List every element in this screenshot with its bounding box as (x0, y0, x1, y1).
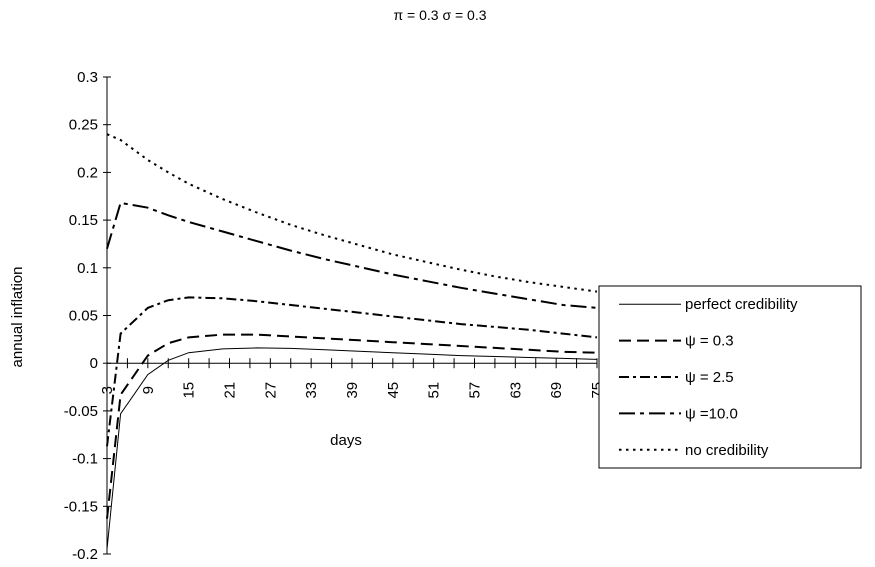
legend-label: ψ = 2.5 (685, 369, 734, 386)
y-tick-label: 0.15 (69, 212, 98, 229)
x-tick-label: 33 (303, 382, 320, 399)
x-tick-label: 15 (181, 382, 198, 399)
x-tick-label: 27 (262, 382, 279, 399)
x-tick-label: 57 (467, 382, 484, 399)
legend-label: ψ = 0.3 (685, 333, 734, 350)
y-tick-label: 0.25 (69, 117, 98, 134)
series-line-5 (106, 133, 598, 293)
legend-label: perfect credibility (685, 296, 798, 313)
series-line-1 (106, 347, 598, 550)
y-tick-label: 0.3 (77, 69, 98, 86)
x-tick-label: 63 (507, 382, 524, 399)
x-axis-label: days (330, 432, 362, 449)
x-tick-label: 69 (548, 382, 565, 399)
y-tick-label: 0.05 (69, 308, 98, 325)
legend-label: ψ =10.0 (685, 405, 738, 422)
series-line-4 (106, 201, 598, 309)
series-line-3 (106, 296, 598, 447)
x-tick-label: 9 (140, 386, 157, 394)
y-tick-label: -0.15 (64, 498, 98, 515)
legend-label: no credibility (685, 442, 769, 459)
y-tick-label: -0.05 (64, 403, 98, 420)
y-tick-label: -0.2 (72, 546, 98, 563)
legend: perfect credibility ψ = 0.3 ψ = 2.5 ψ =10.0… (598, 285, 862, 469)
series-layer (106, 133, 598, 550)
x-tick-label: 39 (344, 382, 361, 399)
x-tick-label: 45 (385, 382, 402, 399)
x-tick-label: 51 (426, 382, 443, 399)
series-line-2 (106, 333, 598, 519)
y-axis-label: annual inflation (9, 267, 26, 368)
y-tick-label: 0 (90, 355, 98, 372)
axes: -0.2 -0.15 -0.1 -0.05 0 0.05 0.1 0.15 0.2 0.25 0.3… (64, 69, 606, 563)
y-tick-label: -0.1 (72, 451, 98, 468)
x-tick-label: 3 (99, 386, 116, 394)
y-tick-label: 0.2 (77, 164, 98, 181)
x-tick-label: 21 (222, 382, 239, 399)
y-tick-label: 0.1 (77, 260, 98, 277)
chart-title: π = 0.3 σ = 0.3 (393, 7, 486, 23)
